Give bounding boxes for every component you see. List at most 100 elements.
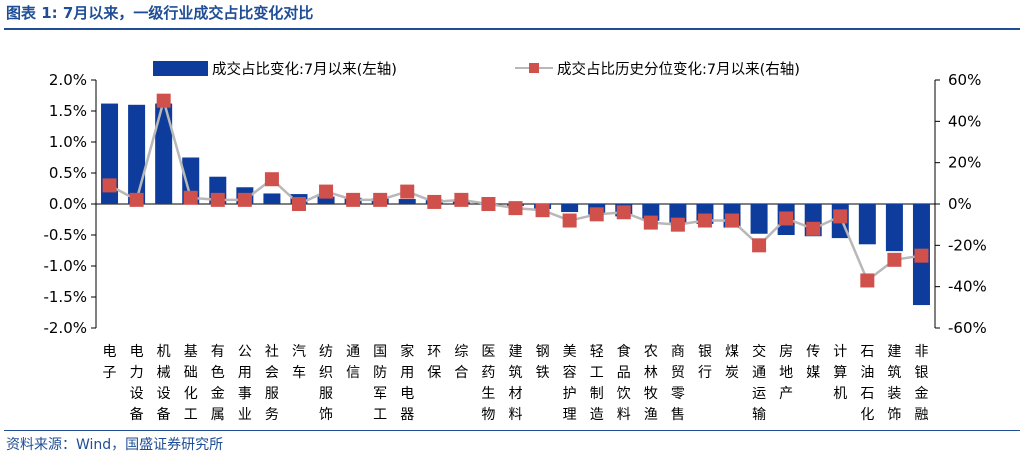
left-tick-label: 1.5% — [49, 102, 87, 120]
marker-非银金融 — [914, 248, 929, 263]
bar-社会服务 — [263, 193, 281, 204]
right-tick-label: 40% — [948, 112, 981, 130]
marker-家用电器 — [400, 184, 415, 199]
right-tick-label: 60% — [948, 71, 981, 89]
figure-title: 图表 1: 7月以来，一级行业成交占比变化对比 — [6, 4, 314, 22]
category-label-社会服务: 社会服务 — [265, 344, 279, 423]
left-tick-label: -0.5% — [43, 226, 87, 244]
marker-银行 — [697, 213, 712, 228]
marker-食品饮料 — [616, 205, 631, 220]
category-label-汽车: 汽车 — [292, 344, 306, 381]
category-label-银行: 银行 — [698, 344, 712, 381]
category-label-计算机: 计算机 — [833, 344, 847, 402]
marker-社会服务 — [264, 172, 279, 187]
category-label-建筑材料: 建筑材料 — [509, 344, 523, 423]
bar-建筑装饰 — [885, 204, 903, 252]
right-tick-label: -60% — [948, 319, 987, 337]
right-tick-label: 0% — [948, 195, 972, 213]
legend-bar-label: 成交占比变化:7月以来(左轴) — [212, 60, 397, 78]
chart-axes: 2.0% 1.5% 1.0% 0.5% 0.0% -0.5% -1.0% -1.5% -2.0%… — [43, 71, 986, 337]
marker-计算机 — [833, 209, 848, 224]
category-label-传媒: 传媒 — [806, 344, 820, 381]
left-tick-label: 2.0% — [49, 71, 87, 89]
left-tick-label: 1.0% — [49, 133, 87, 151]
marker-医药生物 — [481, 197, 496, 211]
percentile-line — [108, 95, 922, 283]
marker-传媒 — [806, 221, 821, 236]
marker-有色金属 — [210, 192, 225, 207]
category-label-钢铁: 钢铁 — [536, 344, 550, 381]
marker-国防军工 — [373, 192, 388, 207]
category-label-基础化工: 基础化工 — [184, 343, 198, 423]
category-label-美容护理: 美容护理 — [563, 344, 577, 423]
category-label-商贸零售: 商贸零售 — [671, 344, 685, 423]
right-tick-label: -40% — [948, 278, 987, 296]
marker-机械设备 — [156, 93, 171, 108]
left-tick-label: -1.0% — [43, 257, 87, 275]
marker-石油石化 — [860, 273, 875, 288]
chart-legend: 成交占比变化:7月以来(左轴) 成交占比历史分位变化:7月以来(右轴) — [153, 60, 800, 78]
category-label-轻工制造: 轻工制造 — [590, 344, 604, 423]
category-label-医药生物: 医药生物 — [481, 344, 495, 423]
marker-房地产 — [779, 211, 794, 226]
title-rule — [4, 28, 1020, 30]
marker-基础化工 — [183, 190, 198, 205]
marker-建筑材料 — [508, 201, 523, 216]
marker-公用事业 — [237, 192, 252, 207]
category-label-交通运输: 交通运输 — [752, 343, 766, 423]
marker-交通运输 — [752, 238, 767, 253]
category-label-房地产: 房地产 — [779, 344, 793, 402]
left-tick-label: -2.0% — [43, 319, 87, 337]
category-label-有色金属: 有色金属 — [211, 344, 225, 423]
marker-钢铁 — [535, 203, 550, 218]
marker-综合 — [454, 192, 469, 207]
source-rule — [4, 430, 1020, 431]
category-label-电子: 电子 — [103, 344, 117, 381]
marker-电力设备 — [129, 192, 144, 207]
marker-纺织服饰 — [319, 184, 334, 199]
legend-marker-swatch — [529, 63, 539, 73]
category-label-公用事业: 公用事业 — [238, 344, 252, 423]
bar-电力设备 — [128, 104, 146, 204]
left-tick-label: -1.5% — [43, 288, 87, 306]
category-label-农林牧渔: 农林牧渔 — [644, 344, 658, 423]
marker-农林牧渔 — [643, 215, 658, 230]
legend-line-label: 成交占比历史分位变化:7月以来(右轴) — [557, 60, 800, 78]
bar-交通运输 — [750, 204, 768, 234]
marker-汽车 — [291, 197, 306, 211]
category-label-家用电器: 家用电器 — [400, 343, 414, 423]
category-label-纺织服饰: 纺织服饰 — [319, 344, 333, 423]
category-label-综合: 综合 — [454, 344, 468, 381]
marker-环保 — [427, 194, 442, 209]
category-label-通信: 通信 — [346, 344, 360, 381]
category-label-建筑装饰: 建筑装饰 — [887, 344, 901, 423]
category-label-食品饮料: 食品饮料 — [617, 343, 631, 423]
bar-纺织服饰 — [317, 196, 335, 204]
category-label-国防军工: 国防军工 — [373, 344, 387, 423]
category-label-机械设备: 机械设备 — [157, 344, 171, 423]
category-label-石油石化: 石油石化 — [860, 344, 874, 423]
bar-机械设备 — [155, 103, 173, 204]
category-label-环保: 环保 — [427, 344, 441, 381]
chart: 成交占比变化:7月以来(左轴) 成交占比历史分位变化:7月以来(右轴) 2.0%… — [43, 60, 986, 423]
bar-石油石化 — [858, 204, 876, 245]
left-tick-label: 0.0% — [49, 195, 87, 213]
left-tick-label: 0.5% — [49, 164, 87, 182]
marker-商贸零售 — [670, 217, 685, 232]
marker-电子 — [102, 178, 117, 193]
legend-bar-swatch — [153, 61, 208, 76]
category-labels: 电子电力设备机械设备基础化工有色金属公用事业社会服务汽车纺织服饰通信国防军工家用… — [103, 343, 929, 423]
marker-建筑装饰 — [887, 252, 902, 267]
marker-煤炭 — [725, 213, 740, 228]
marker-轻工制造 — [589, 207, 604, 222]
marker-通信 — [346, 192, 361, 207]
source-note: 资料来源：Wind，国盛证券研究所 — [6, 437, 224, 453]
bar-家用电器 — [398, 199, 416, 204]
category-label-电力设备: 电力设备 — [130, 344, 144, 423]
right-tick-label: -20% — [948, 236, 987, 254]
category-label-煤炭: 煤炭 — [725, 344, 739, 381]
right-tick-label: 20% — [948, 154, 981, 172]
marker-美容护理 — [562, 213, 577, 228]
line-series — [102, 93, 929, 288]
category-label-非银金融: 非银金融 — [914, 344, 928, 423]
